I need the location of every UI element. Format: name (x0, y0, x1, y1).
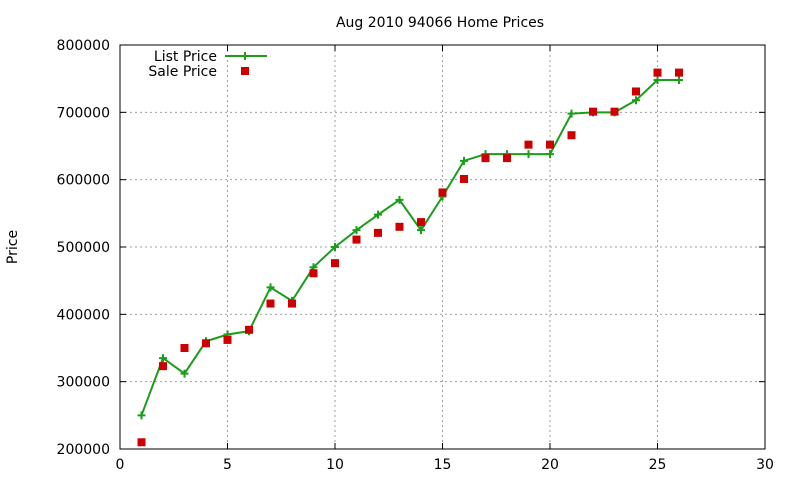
list-price-point (395, 195, 404, 204)
y-tick-label: 600000 (57, 173, 110, 189)
sale-price-point (417, 218, 425, 227)
sale-price-point (438, 188, 447, 197)
list-price-point (546, 150, 554, 159)
x-tick-label: 5 (223, 457, 232, 473)
grid-lines (120, 45, 765, 449)
sale-price-point (352, 235, 361, 244)
list-price-point (632, 96, 640, 105)
list-price-point (417, 226, 425, 235)
legend-marker-sale-price (241, 67, 249, 75)
sale-price-point (524, 140, 533, 149)
series-layer (137, 68, 683, 447)
sale-price-point (481, 154, 490, 163)
sale-price-point (374, 228, 382, 237)
y-tick-label: 300000 (57, 375, 110, 391)
legend-marker-list-price (241, 52, 249, 60)
legend-label-sale-price: Sale Price (148, 64, 217, 80)
list-price-point (524, 150, 533, 159)
x-tick-label: 30 (756, 457, 774, 473)
list-price-point (653, 76, 662, 85)
sale-price-point (309, 269, 318, 278)
sale-price-point (331, 259, 339, 268)
sale-price-point (395, 222, 404, 231)
sale-price-point (288, 299, 296, 308)
sale-price-point (632, 87, 640, 96)
y-tick-label: 400000 (57, 307, 110, 323)
list-price-line (140, 79, 679, 416)
sale-price-point (503, 154, 511, 163)
list-price-point (352, 226, 361, 235)
x-tick-label: 25 (649, 457, 667, 473)
list-price-point (374, 210, 382, 219)
sale-price-point (202, 339, 210, 348)
sale-price-point (223, 335, 232, 344)
list-price-point (180, 369, 189, 378)
sale-price-point (159, 362, 167, 371)
list-price-point (137, 411, 146, 420)
sale-price-point (589, 107, 597, 116)
chart-title: Aug 2010 94066 Home Prices (336, 15, 544, 31)
sale-price-point (653, 68, 662, 77)
x-tick-label: 10 (326, 457, 344, 473)
list-price-point (266, 283, 275, 292)
sale-price-point (137, 438, 146, 447)
y-tick-label: 800000 (57, 38, 110, 54)
legend-label-list-price: List Price (154, 49, 217, 65)
plot-border (119, 44, 766, 450)
tick-labels: 0 5 10 15 20 25 30 200000 300000 400000 500000 6000… (57, 38, 774, 473)
sale-price-point (266, 299, 275, 308)
legend: List Price Sale Price (148, 49, 267, 80)
list-price-point (675, 76, 683, 85)
sale-price-point (460, 174, 468, 183)
sale-price-point (610, 107, 619, 116)
sale-price-point (245, 325, 253, 334)
list-price-point (331, 243, 339, 251)
sale-price-point (567, 131, 576, 140)
y-tick-label: 700000 (57, 105, 110, 121)
x-tick-label: 0 (116, 457, 125, 473)
y-axis-label: Price (5, 230, 21, 264)
sale-price-point (180, 344, 189, 352)
list-price-point (567, 109, 576, 118)
sale-price-point (675, 68, 683, 77)
y-tick-label: 200000 (57, 442, 110, 458)
x-tick-label: 15 (434, 457, 452, 473)
list-price-point (460, 156, 468, 165)
y-tick-label: 500000 (57, 240, 110, 256)
list-price-point (159, 354, 167, 363)
sale-price-point (546, 140, 554, 149)
x-tick-label: 20 (541, 457, 559, 473)
